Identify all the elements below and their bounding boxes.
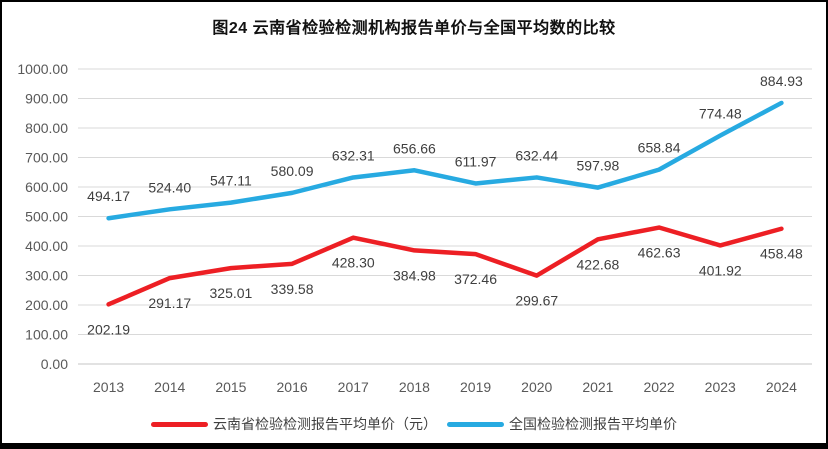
x-axis-tick-label: 2023 — [705, 379, 736, 395]
data-label: 597.98 — [577, 158, 620, 174]
y-axis-tick-label: 100.00 — [25, 327, 68, 343]
y-axis-tick-label: 300.00 — [25, 268, 68, 284]
data-label: 202.19 — [87, 321, 130, 337]
data-label: 774.48 — [699, 106, 742, 122]
x-axis-tick-label: 2020 — [521, 379, 552, 395]
data-label: 632.44 — [515, 147, 558, 163]
series-line-0 — [106, 225, 784, 307]
data-label: 494.17 — [87, 188, 130, 204]
data-label: 401.92 — [699, 262, 742, 278]
y-axis-tick-label: 600.00 — [25, 179, 68, 195]
y-axis-tick-label: 900.00 — [25, 91, 68, 107]
x-axis-tick-label: 2019 — [460, 379, 491, 395]
data-label: 524.40 — [148, 179, 191, 195]
data-label: 611.97 — [455, 153, 497, 169]
national-series-line-swatch — [447, 421, 504, 427]
y-axis-tick-label: 1000.00 — [17, 61, 68, 77]
yunnan-series-line-swatch — [151, 421, 208, 427]
y-axis-tick-label: 700.00 — [25, 150, 68, 166]
data-label: 428.30 — [332, 255, 375, 271]
data-label: 580.09 — [271, 163, 314, 179]
x-axis-tick-label: 2022 — [644, 379, 675, 395]
legend-label-national: 全国检验检测报告平均单价 — [509, 416, 677, 432]
legend-item-national: 全国检验检测报告平均单价 — [447, 414, 677, 434]
y-axis-tick-label: 800.00 — [25, 120, 68, 136]
data-label: 656.66 — [393, 140, 436, 156]
y-axis-tick-label: 200.00 — [25, 297, 68, 313]
legend-label-yunnan: 云南省检验检测报告平均单价（元） — [213, 416, 437, 432]
x-axis-tick-label: 2013 — [93, 379, 124, 395]
x-axis-tick-label: 2018 — [399, 379, 430, 395]
data-label: 884.93 — [760, 73, 803, 89]
data-label: 658.84 — [638, 140, 681, 156]
x-axis-tick-label: 2016 — [277, 379, 308, 395]
data-label: 632.31 — [332, 147, 375, 163]
y-axis-tick-label: 400.00 — [25, 238, 68, 254]
data-label: 422.68 — [577, 256, 620, 272]
data-label: 462.63 — [638, 245, 681, 261]
chart-title: 图24 云南省检验检测机构报告单价与全国平均数的比较 — [212, 20, 616, 37]
data-label: 325.01 — [210, 285, 253, 301]
x-axis-tick-label: 2017 — [338, 379, 369, 395]
y-axis-tick-label: 500.00 — [25, 209, 68, 225]
chart-legend: 云南省检验检测报告平均单价（元） 全国检验检测报告平均单价 — [2, 414, 826, 434]
x-axis-tick-label: 2021 — [582, 379, 613, 395]
data-label: 384.98 — [393, 267, 436, 283]
x-axis-tick-label: 2024 — [766, 379, 797, 395]
y-axis-tick-label: 0.00 — [41, 356, 68, 372]
data-label: 291.17 — [148, 295, 191, 311]
data-label: 547.11 — [210, 173, 252, 189]
series-line-1 — [106, 100, 784, 221]
data-label: 458.48 — [760, 246, 803, 262]
x-axis-tick-label: 2014 — [154, 379, 185, 395]
legend-item-yunnan: 云南省检验检测报告平均单价（元） — [151, 414, 437, 434]
data-label: 299.67 — [515, 293, 558, 309]
data-label: 372.46 — [454, 271, 497, 287]
x-axis-tick-label: 2015 — [215, 379, 246, 395]
data-label: 339.58 — [271, 281, 314, 297]
